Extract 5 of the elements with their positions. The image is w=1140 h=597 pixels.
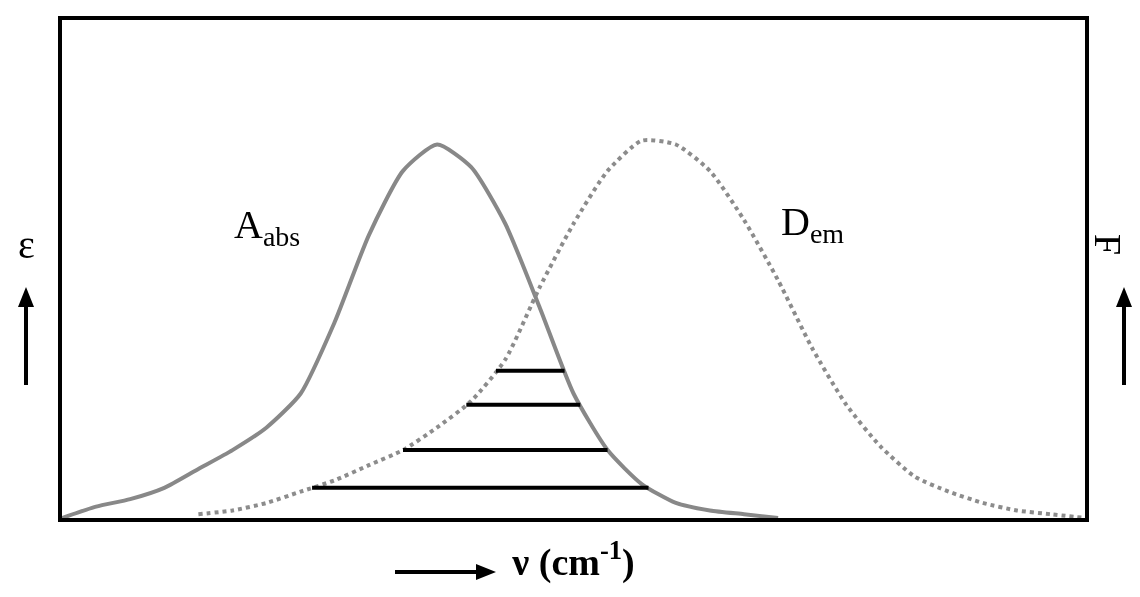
y2-axis-title: F <box>1087 234 1130 256</box>
y-axis-title: ε <box>18 222 35 267</box>
x-axis-title: ν (cm$^{-1}$) <box>511 534 635 584</box>
series-label: A$_{abs}$ <box>234 202 301 253</box>
series-label: D$_{em}$ <box>781 199 845 250</box>
